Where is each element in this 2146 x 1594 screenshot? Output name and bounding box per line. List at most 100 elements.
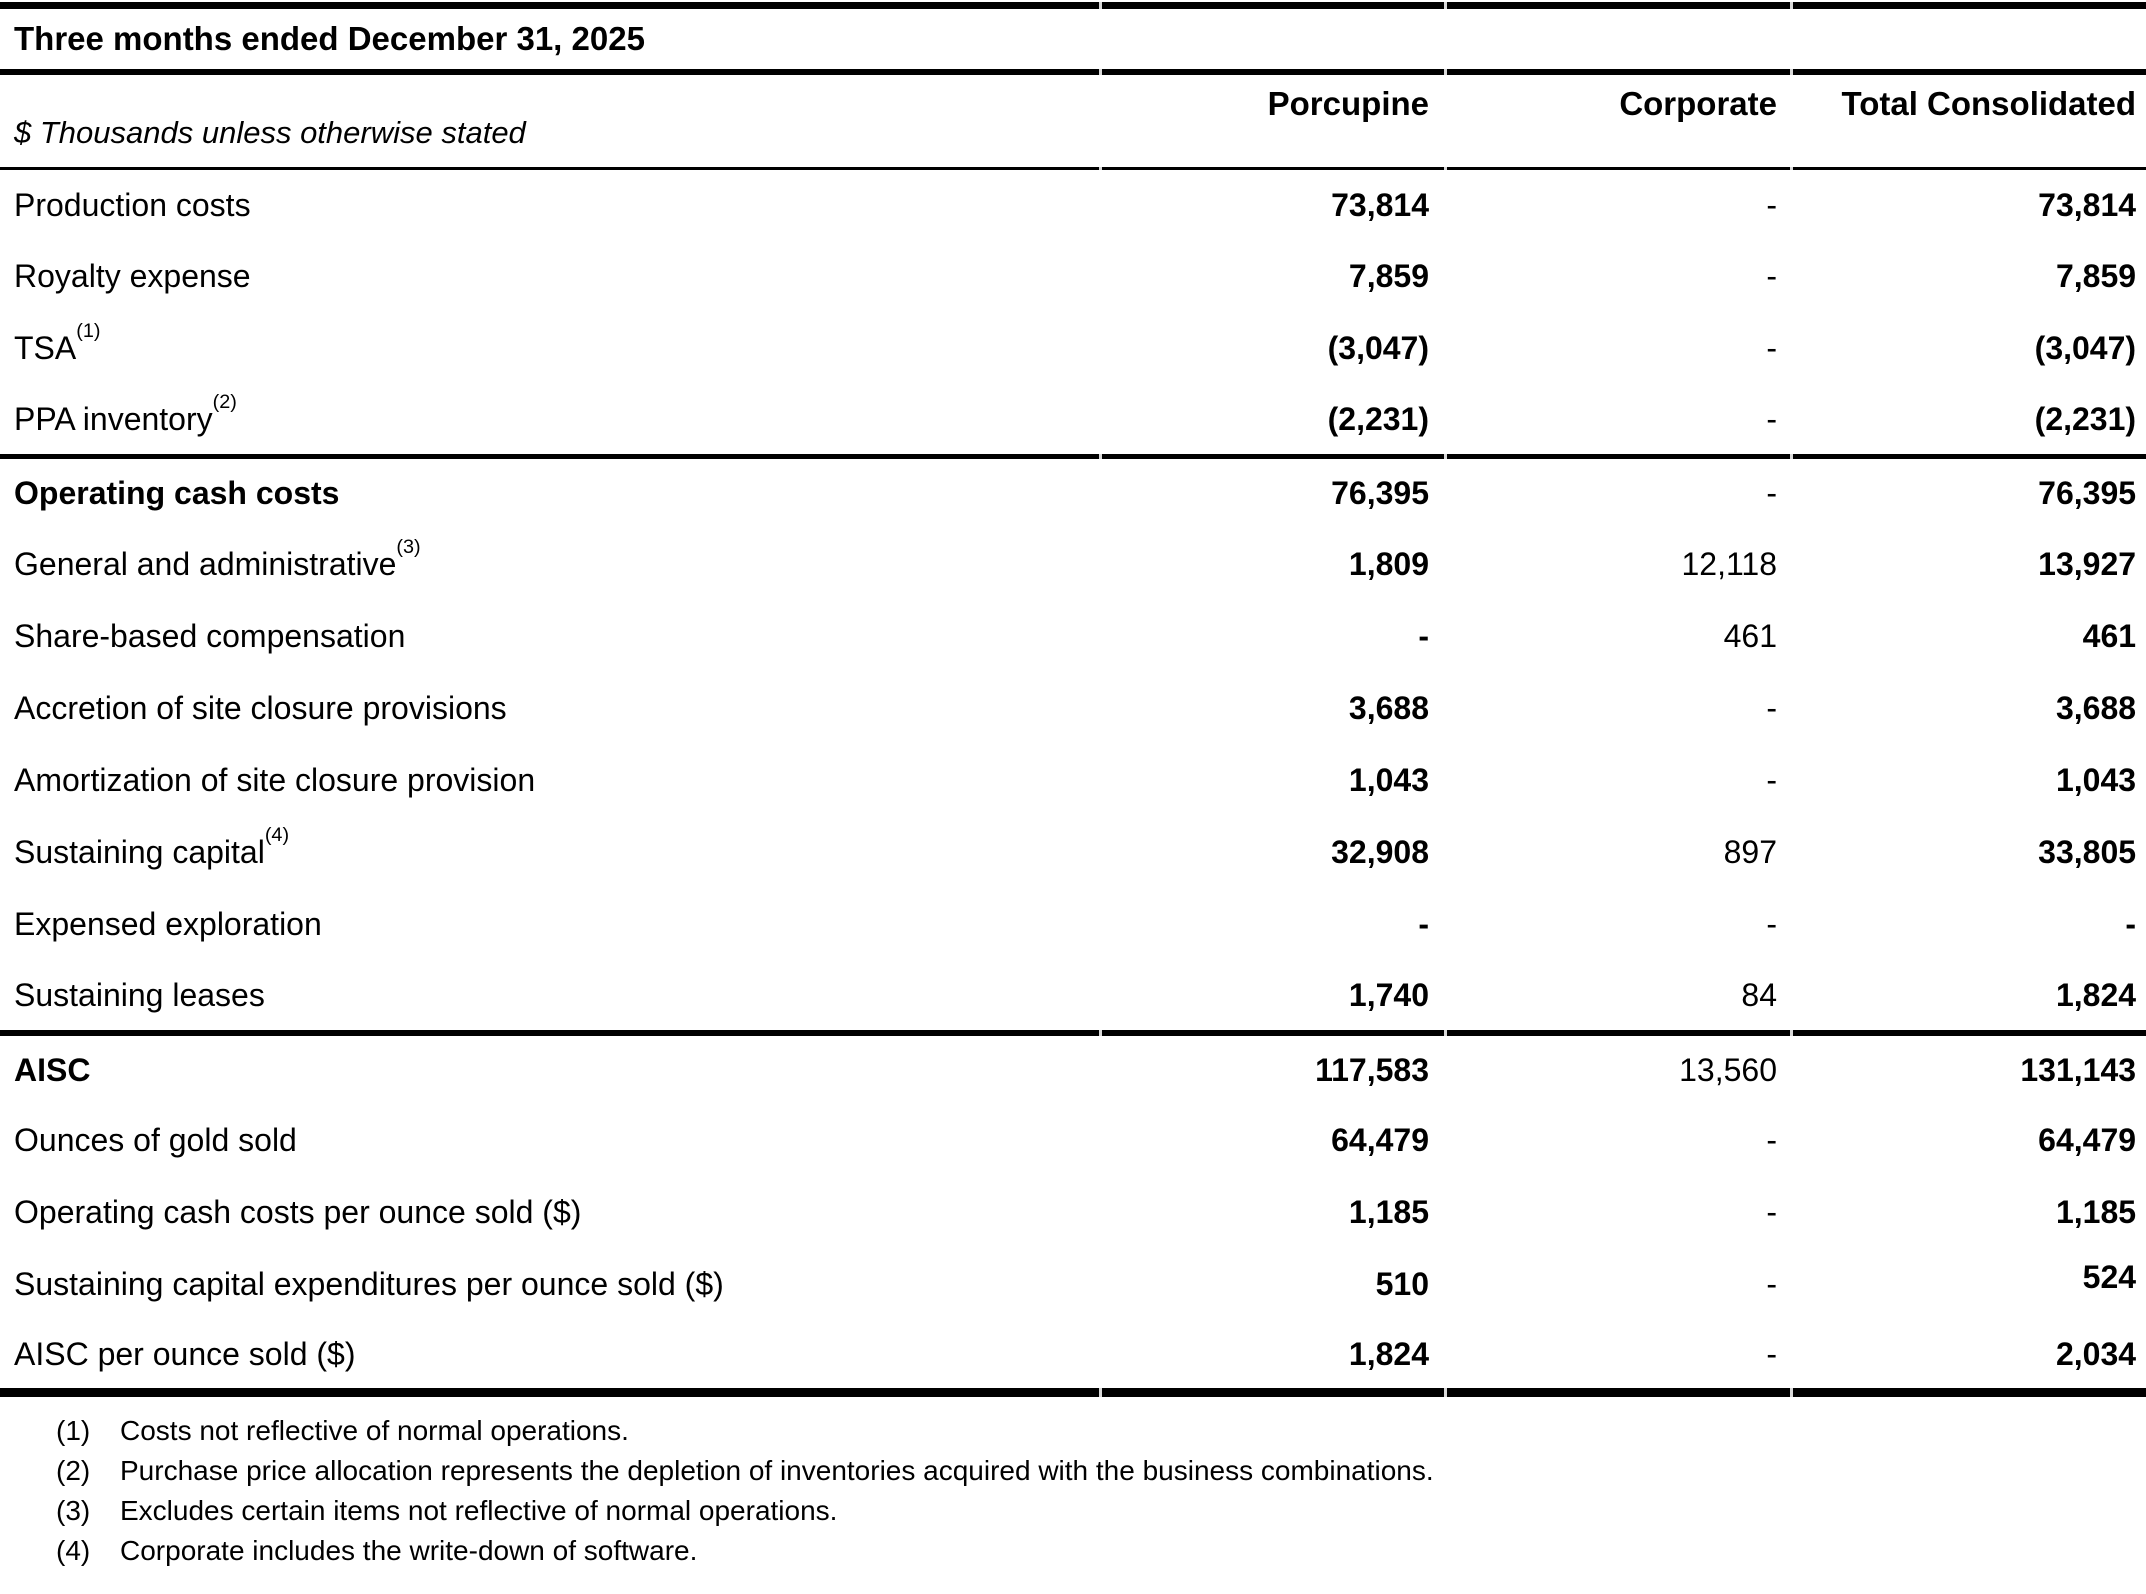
value-porcupine: (2,231) (1327, 400, 1429, 437)
value-porcupine: 1,185 (1348, 1194, 1429, 1230)
value-porcupine: 3,688 (1348, 690, 1429, 726)
footnote-text: Costs not reflective of normal operation… (120, 1415, 629, 1446)
footnote-marker: (2) (56, 1455, 91, 1486)
footnotes: (1) Costs not reflective of normal opera… (0, 1397, 2146, 1571)
value-porcupine: 117,583 (1100, 1029, 1445, 1105)
column-divider (1444, 2, 1447, 1397)
row-label: Ounces of gold sold (14, 1122, 297, 1158)
table-row: Operating cash costs per ounce sold ($) … (0, 1177, 2146, 1249)
value-corporate: 12,118 (1681, 546, 1778, 582)
row-label: Operating cash costs per ounce sold ($) (14, 1194, 582, 1230)
footnote-ref: (3) (396, 536, 421, 559)
value-corporate: - (1766, 690, 1777, 726)
table-row: Royalty expense 7,859 - 7,859 (0, 241, 2146, 313)
footnote-ref: (4) (264, 824, 290, 847)
value-total: 3,688 (2055, 690, 2137, 726)
value-corporate: - (1766, 906, 1777, 942)
value-porcupine: (3,047) (1327, 330, 1429, 366)
table-title-row: Three months ended December 31, 2025 (0, 5, 2146, 75)
footnote-3: (3) Excludes certain items not reflectiv… (56, 1491, 2146, 1531)
table-row: Share-based compensation - 461 461 (0, 601, 2146, 673)
value-corporate: - (1766, 1194, 1777, 1230)
value-corporate: - (1766, 258, 1777, 294)
column-header-corporate: Corporate (1445, 71, 1791, 170)
value-porcupine: 32,908 (1331, 834, 1429, 870)
value-porcupine: 7,859 (1348, 258, 1429, 294)
table-row: AISC per ounce sold ($) 1,824 - 2,034 (0, 1321, 2146, 1393)
value-total: 64,479 (2038, 1122, 2137, 1158)
value-total: 73,814 (2038, 186, 2137, 223)
table-row: TSA(1) (3,047) - (3,047) (0, 313, 2146, 385)
value-corporate: 461 (1723, 618, 1777, 654)
footnote-text: Corporate includes the write-down of sof… (120, 1535, 698, 1566)
row-label: TSA(1) (14, 320, 101, 366)
row-label: Share-based compensation (14, 618, 406, 654)
table-row: Ounces of gold sold 64,479 - 64,479 (0, 1105, 2146, 1177)
footnote-2: (2) Purchase price allocation represents… (56, 1451, 2146, 1491)
footnote-marker: (3) (56, 1495, 91, 1526)
value-total: 7,859 (2055, 258, 2137, 294)
footnote-text: Excludes certain items not reflective of… (120, 1495, 838, 1526)
row-label: Sustaining capital expenditures per ounc… (14, 1266, 724, 1302)
value-corporate: - (1766, 1122, 1777, 1158)
value-porcupine: 1,824 (1348, 1335, 1429, 1372)
value-porcupine: 1,043 (1348, 762, 1429, 798)
footnote-ref: (2) (212, 391, 237, 414)
row-label: Accretion of site closure provisions (14, 690, 507, 726)
value-total: 76,395 (1791, 454, 2146, 529)
value-porcupine: 1,740 (1348, 976, 1429, 1013)
value-porcupine: 76,395 (1100, 454, 1445, 529)
row-label: PPA inventory(2) (14, 391, 237, 437)
value-corporate: 897 (1723, 834, 1777, 870)
value-total: 1,185 (2055, 1194, 2137, 1230)
value-corporate: 84 (1741, 976, 1777, 1013)
table-row: General and administrative(3) 1,809 12,1… (0, 529, 2146, 601)
aisc-table: Three months ended December 31, 2025 $ T… (0, 2, 2146, 1397)
value-porcupine: - (1418, 618, 1429, 654)
row-label: Royalty expense (14, 258, 251, 294)
value-corporate: - (1766, 400, 1777, 437)
table-row: Production costs 73,814 - 73,814 (0, 169, 2146, 241)
value-porcupine: 64,479 (1331, 1122, 1429, 1158)
value-porcupine: 1,809 (1348, 546, 1429, 582)
table-row: PPA inventory(2) (2,231) - (2,231) (0, 385, 2146, 457)
value-total: - (2125, 906, 2137, 942)
aisc-table-wrap: Three months ended December 31, 2025 $ T… (0, 2, 2146, 1397)
table-row: Sustaining capital(4) 32,908 897 33,805 (0, 817, 2146, 889)
row-label: AISC per ounce sold ($) (14, 1335, 356, 1372)
table-row: Sustaining capital expenditures per ounc… (0, 1249, 2146, 1321)
table-title: Three months ended December 31, 2025 (14, 19, 645, 57)
row-label: AISC (0, 1029, 1100, 1105)
column-header-porcupine: Porcupine (1100, 71, 1445, 170)
row-label: Amortization of site closure provision (14, 762, 536, 798)
table-header-row: $ Thousands unless otherwise stated Porc… (0, 71, 2146, 170)
column-header-total-consolidated: Total Consolidated (1791, 71, 2146, 170)
table-row: Accretion of site closure provisions 3,6… (0, 673, 2146, 745)
value-corporate: - (1766, 330, 1777, 366)
table-row: Expensed exploration - - - (0, 889, 2146, 961)
value-total: (3,047) (2034, 330, 2137, 366)
column-divider (1099, 2, 1102, 1397)
row-label: Production costs (14, 186, 251, 223)
footnote-marker: (4) (56, 1535, 91, 1566)
row-label: Sustaining leases (14, 976, 265, 1013)
value-total: 33,805 (2038, 834, 2137, 870)
value-corporate: - (1766, 1266, 1777, 1302)
value-total: 1,824 (2055, 976, 2137, 1013)
table-row: Sustaining leases 1,740 84 1,824 (0, 961, 2146, 1033)
value-total: 131,143 (1791, 1029, 2146, 1105)
table-row: Amortization of site closure provision 1… (0, 745, 2146, 817)
value-total: 1,043 (2055, 762, 2137, 798)
value-total: 461 (2082, 618, 2137, 654)
value-total: 13,927 (2038, 546, 2137, 582)
footnote-text: Purchase price allocation represents the… (120, 1455, 1434, 1486)
row-label: General and administrative(3) (14, 536, 421, 582)
footnote-marker: (1) (56, 1415, 91, 1446)
value-corporate: 13,560 (1445, 1029, 1791, 1105)
value-porcupine: 510 (1375, 1266, 1429, 1302)
row-label: Sustaining capital(4) (14, 824, 290, 870)
row-label: Operating cash costs (0, 454, 1100, 529)
value-total: 2,034 (2055, 1335, 2137, 1372)
row-label: Expensed exploration (14, 906, 322, 942)
